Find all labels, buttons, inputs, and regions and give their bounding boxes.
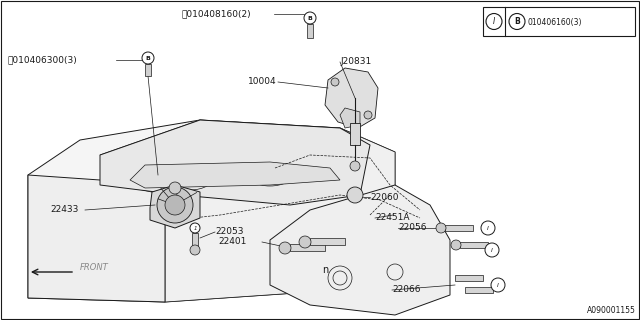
Circle shape [165, 195, 185, 215]
Text: FRONT: FRONT [80, 263, 109, 273]
Polygon shape [28, 120, 395, 302]
Text: 22060: 22060 [370, 193, 399, 202]
Text: 22451A: 22451A [375, 213, 410, 222]
Polygon shape [100, 120, 370, 205]
Polygon shape [340, 108, 360, 128]
Circle shape [190, 223, 200, 233]
Bar [310, 238, 345, 245]
Text: Ⓑ010408160(2): Ⓑ010408160(2) [182, 10, 252, 19]
Circle shape [436, 223, 446, 233]
Text: I: I [493, 18, 495, 27]
Text: A090001155: A090001155 [587, 306, 636, 315]
Text: Ⓑ010406300(3): Ⓑ010406300(3) [8, 55, 77, 65]
Polygon shape [130, 162, 340, 188]
Text: 22053: 22053 [215, 228, 243, 236]
Bar [145, 64, 151, 76]
Bar [465, 287, 493, 293]
Bar [192, 233, 198, 247]
Bar [445, 225, 473, 231]
Circle shape [350, 161, 360, 171]
Circle shape [279, 242, 291, 254]
Text: B: B [308, 16, 312, 21]
Polygon shape [325, 68, 378, 128]
Circle shape [142, 52, 154, 64]
Circle shape [451, 240, 461, 250]
Polygon shape [28, 175, 165, 302]
Circle shape [157, 187, 193, 223]
Text: 22056: 22056 [398, 223, 426, 233]
Circle shape [347, 187, 363, 203]
Polygon shape [150, 185, 200, 228]
Text: I: I [497, 283, 499, 288]
Text: I: I [491, 248, 493, 253]
Text: I: I [487, 226, 489, 231]
Text: J20831: J20831 [340, 58, 371, 67]
Polygon shape [100, 120, 395, 302]
Text: 22401: 22401 [218, 237, 246, 246]
Text: 010406160(3): 010406160(3) [527, 18, 582, 27]
Text: B: B [145, 56, 150, 61]
Bar [290, 244, 325, 251]
Bar [455, 275, 483, 281]
Bar [460, 242, 488, 248]
Text: 22433: 22433 [50, 205, 78, 214]
Circle shape [190, 245, 200, 255]
Circle shape [481, 221, 495, 235]
Circle shape [169, 182, 181, 194]
Circle shape [299, 236, 311, 248]
Bar [350, 123, 360, 145]
Text: B: B [514, 18, 520, 27]
Text: n: n [322, 265, 328, 275]
Circle shape [304, 12, 316, 24]
Bar [483, 7, 635, 36]
Circle shape [331, 78, 339, 86]
Text: 1: 1 [193, 226, 196, 231]
Circle shape [491, 278, 505, 292]
Polygon shape [270, 185, 450, 315]
Text: 10004: 10004 [248, 77, 276, 86]
Circle shape [364, 111, 372, 119]
Circle shape [485, 243, 499, 257]
Text: 22066: 22066 [392, 285, 420, 294]
Bar [307, 24, 313, 38]
